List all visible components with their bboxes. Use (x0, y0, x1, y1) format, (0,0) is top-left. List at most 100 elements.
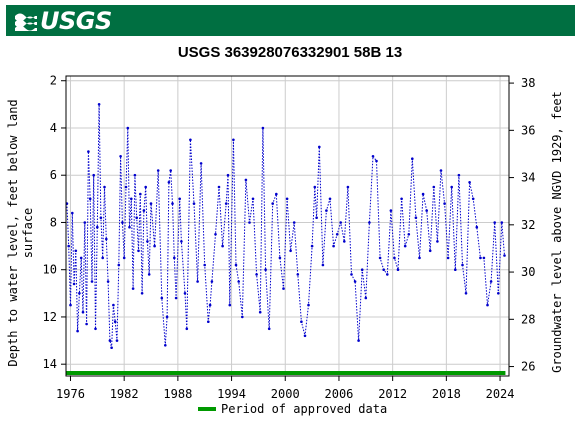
data-point (232, 138, 235, 142)
data-point (69, 303, 72, 307)
data-point (199, 162, 203, 165)
data-point (146, 240, 149, 243)
data-point (446, 256, 450, 260)
data-point (393, 256, 396, 260)
data-point (203, 263, 206, 267)
data-point (78, 292, 81, 295)
data-point (156, 169, 160, 172)
y-axis-left-label-line-2: surface (21, 208, 35, 259)
x-tick-label: 1988 (163, 387, 192, 401)
data-point (343, 240, 346, 243)
data-point (142, 209, 146, 212)
data-point (180, 240, 183, 243)
data-point (486, 303, 489, 307)
plot-frame (65, 75, 510, 377)
data-point (364, 296, 368, 300)
data-point (113, 320, 117, 324)
data-point (475, 225, 479, 229)
data-point (208, 303, 212, 307)
data-point (328, 197, 332, 201)
x-tick-label: 2018 (432, 387, 461, 401)
data-point (67, 244, 70, 248)
data-point (207, 320, 210, 324)
x-tick-label: 2000 (271, 387, 300, 401)
data-point (282, 287, 285, 290)
data-point (371, 155, 375, 158)
data-point (321, 263, 325, 267)
x-tick-label: 2012 (378, 387, 407, 401)
y-left-tick-label: 12 (43, 310, 57, 324)
data-point (130, 197, 133, 201)
data-point (244, 178, 248, 182)
data-point (71, 211, 74, 215)
y-left-tick-label: 6 (50, 168, 57, 182)
grid-lines (66, 76, 509, 376)
data-point (237, 280, 240, 283)
data-point (144, 185, 147, 189)
y-left-tick-label: 8 (50, 215, 57, 229)
data-point (375, 159, 378, 163)
data-point (169, 169, 172, 172)
data-point (101, 256, 104, 260)
y-left-tick-label: 2 (50, 74, 57, 88)
data-point (403, 244, 407, 248)
data-point (117, 263, 121, 267)
data-point (221, 244, 224, 248)
data-point (128, 225, 131, 229)
data-point (124, 185, 128, 189)
data-point (217, 185, 221, 189)
data-point (72, 282, 76, 286)
usgs-logo[interactable]: USGS (14, 6, 112, 35)
data-point (264, 268, 267, 272)
usgs-banner: USGS (6, 5, 575, 36)
data-point (450, 185, 454, 189)
y-axis-right-label: Groundwater level above NGVD 1929, feet (550, 91, 564, 373)
data-point (386, 273, 389, 276)
data-point (378, 256, 382, 260)
data-point (164, 344, 167, 347)
data-point (411, 157, 414, 160)
data-point (271, 202, 275, 205)
y-right-tick-label: 38 (521, 76, 535, 90)
y-right-tick-label: 34 (521, 171, 535, 185)
x-tick-label: 1994 (217, 387, 246, 401)
y-right-tick-label: 26 (521, 360, 535, 374)
data-point (174, 296, 178, 300)
chart-title: USGS 363928076332901 58B 13 (177, 44, 403, 61)
data-point (137, 249, 140, 253)
data-point (248, 221, 251, 224)
data-point (106, 280, 110, 283)
data-point (251, 197, 255, 201)
data-point (76, 329, 79, 333)
y-axis-right-ticks: 26 28 30 32 34 36 38 (509, 76, 535, 374)
data-point (325, 209, 328, 212)
data-point (112, 303, 115, 307)
data-point (88, 197, 92, 201)
data-point (414, 216, 418, 219)
data-point (228, 303, 232, 307)
data-point (196, 280, 199, 283)
x-tick-label: 2006 (325, 387, 354, 401)
data-point (400, 197, 403, 201)
data-point (185, 327, 189, 331)
data-point (90, 280, 94, 283)
data-point (313, 185, 317, 189)
data-point (135, 216, 138, 219)
data-point (439, 169, 443, 172)
data-point (335, 233, 339, 236)
data-point (303, 334, 307, 338)
data-point (468, 181, 471, 184)
data-point (81, 310, 85, 314)
x-tick-label: 1976 (56, 387, 85, 401)
data-point (234, 263, 238, 267)
data-point (315, 216, 318, 219)
data-point (153, 244, 156, 248)
data-point (421, 192, 425, 196)
data-point (87, 150, 90, 153)
data-point (346, 185, 350, 189)
y-right-tick-label: 36 (521, 123, 535, 137)
data-point (103, 185, 106, 189)
data-point (99, 216, 103, 219)
data-point (189, 138, 192, 142)
data-point (310, 244, 314, 248)
